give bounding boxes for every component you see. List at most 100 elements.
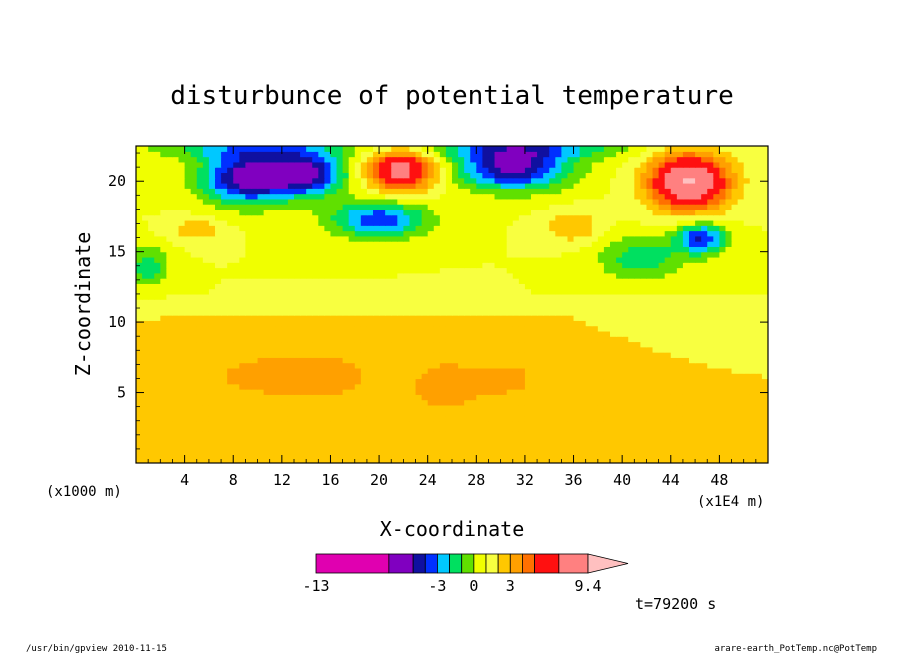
contour-cell	[549, 267, 556, 274]
contour-cell	[531, 272, 538, 279]
contour-cell	[464, 426, 471, 432]
contour-cell	[652, 278, 660, 284]
contour-cell	[707, 447, 714, 454]
contour-cell	[415, 457, 423, 463]
contour-cell	[567, 389, 575, 395]
contour-cell	[537, 410, 544, 417]
contour-cell	[421, 246, 429, 253]
contour-cell	[749, 373, 757, 380]
contour-cell	[743, 278, 751, 284]
contour-cell	[512, 256, 520, 263]
contour-cell	[713, 378, 720, 385]
contour-cell	[202, 357, 210, 364]
contour-cell	[622, 288, 629, 295]
contour-cell	[233, 309, 240, 316]
contour-cell	[761, 330, 768, 337]
contour-cell	[391, 256, 398, 263]
contour-cell	[682, 235, 690, 242]
contour-cell	[482, 214, 490, 221]
contour-cell	[421, 389, 429, 395]
contour-cell	[518, 452, 526, 459]
contour-cell	[567, 399, 575, 406]
contour-cell	[385, 357, 392, 364]
contour-cell	[379, 341, 386, 348]
contour-cell	[749, 214, 757, 221]
contour-cell	[634, 346, 641, 353]
contour-cell	[269, 457, 277, 463]
contour-cell	[190, 457, 198, 463]
contour-cell	[294, 309, 301, 316]
contour-cell	[281, 251, 289, 258]
contour-cell	[403, 278, 411, 284]
contour-cell	[154, 441, 161, 448]
contour-cell	[585, 219, 593, 226]
contour-cell	[579, 235, 587, 242]
contour-cell	[500, 330, 508, 337]
contour-cell	[148, 288, 155, 295]
contour-cell	[221, 278, 228, 284]
contour-cell	[543, 272, 550, 279]
contour-cell	[591, 378, 599, 385]
contour-cell	[719, 251, 727, 258]
contour-cell	[324, 367, 332, 374]
contour-cell	[537, 304, 544, 311]
contour-cell	[622, 341, 629, 348]
contour-cell	[360, 352, 368, 358]
contour-cell	[336, 230, 344, 237]
contour-cell	[555, 404, 562, 411]
contour-cell	[190, 246, 198, 253]
contour-cell	[257, 341, 265, 348]
contour-cell	[682, 304, 690, 311]
contour-cell	[640, 214, 648, 221]
contour-cell	[737, 415, 745, 422]
contour-cell	[403, 394, 411, 401]
contour-cell	[366, 283, 374, 290]
contour-cell	[251, 336, 259, 343]
contour-cell	[761, 431, 768, 438]
contour-cell	[330, 293, 338, 300]
contour-cell	[670, 415, 678, 422]
contour-cell	[506, 352, 514, 358]
contour-cell	[452, 362, 459, 369]
contour-cell	[427, 394, 435, 401]
contour-cell	[172, 346, 180, 353]
contour-cell	[342, 262, 350, 269]
contour-cell	[755, 225, 763, 232]
contour-cell	[707, 262, 714, 269]
contour-cell	[603, 283, 611, 290]
contour-cell	[385, 225, 392, 232]
contour-cell	[670, 219, 678, 226]
contour-cell	[670, 404, 678, 411]
contour-cell	[689, 214, 696, 221]
contour-cell	[251, 362, 259, 369]
contour-cell	[354, 426, 362, 432]
contour-cell	[707, 410, 714, 417]
contour-cell	[275, 399, 283, 406]
contour-cell	[233, 293, 240, 300]
contour-cell	[202, 420, 210, 427]
contour-cell	[148, 283, 155, 290]
contour-cell	[196, 383, 204, 390]
contour-cell	[543, 288, 550, 295]
contour-cell	[676, 352, 684, 358]
contour-cell	[610, 457, 617, 463]
contour-cell	[324, 415, 332, 422]
contour-cell	[549, 452, 556, 459]
contour-cell	[251, 272, 259, 279]
contour-cell	[531, 235, 538, 242]
contour-cell	[336, 357, 344, 364]
contour-cell	[524, 225, 532, 232]
contour-cell	[622, 404, 629, 411]
contour-cell	[166, 283, 174, 290]
contour-cell	[184, 399, 192, 406]
contour-cell	[488, 367, 496, 374]
contour-cell	[755, 367, 763, 374]
contour-cell	[682, 214, 690, 221]
contour-cell	[761, 325, 768, 332]
contour-cell	[318, 352, 325, 358]
contour-cell	[622, 304, 629, 311]
contour-cell	[682, 431, 690, 438]
contour-cell	[148, 230, 155, 237]
contour-cell	[707, 383, 714, 390]
contour-cell	[330, 309, 338, 316]
